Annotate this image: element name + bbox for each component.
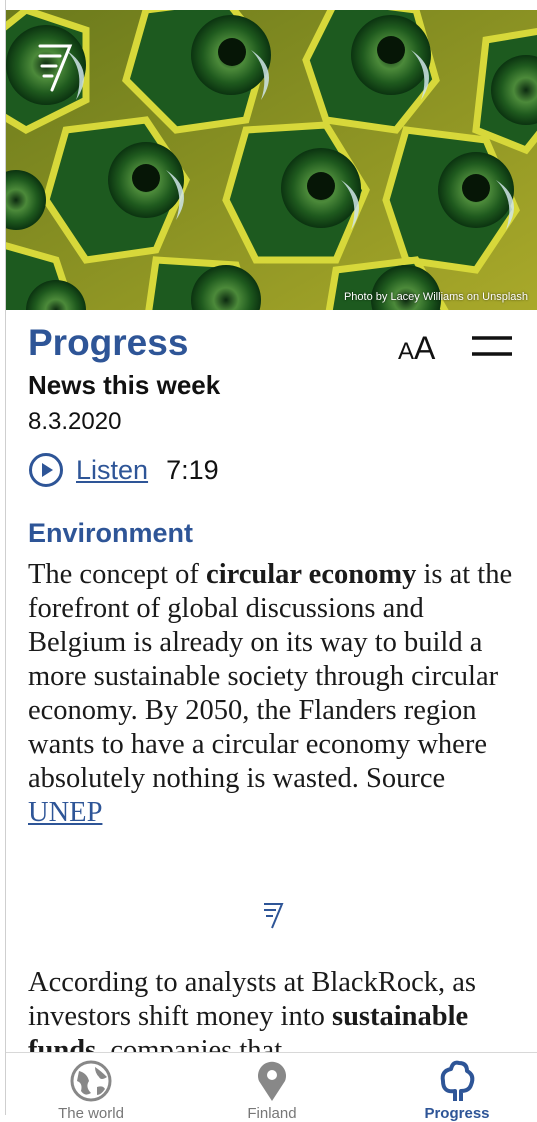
date: 8.3.2020	[28, 408, 121, 436]
photo-credit: Photo by Lacey Williams on Unsplash	[344, 291, 528, 303]
paragraph: The concept of circular economy is at th…	[28, 558, 520, 830]
bold-text: circular economy	[206, 559, 416, 590]
play-icon[interactable]	[28, 452, 64, 488]
tab-bar: The world Finland Progress	[6, 1052, 537, 1116]
hero-image: Photo by Lacey Williams on Unsplash	[6, 10, 537, 310]
subtitle: News this week	[28, 370, 220, 401]
duration: 7:19	[166, 455, 219, 486]
tab-label: Finland	[197, 1105, 347, 1122]
globe-icon	[69, 1059, 113, 1103]
topic: Environment	[28, 518, 193, 549]
tab-label: Progress	[382, 1105, 532, 1122]
menu-button[interactable]	[470, 334, 514, 358]
pin-icon	[250, 1059, 294, 1103]
section-title: Progress	[28, 322, 188, 364]
tab-label: The world	[16, 1105, 166, 1122]
app-screen: Photo by Lacey Williams on Unsplash Prog…	[0, 0, 537, 1115]
font-size-button[interactable]: AA	[398, 330, 435, 367]
divider-logo	[260, 900, 286, 930]
font-small: A	[398, 338, 414, 365]
tab[interactable]: Finland	[197, 1053, 347, 1122]
listen-row: Listen 7:19	[28, 452, 219, 488]
text: is at the forefront of global discussion…	[28, 559, 512, 794]
source-link[interactable]: UNEP	[28, 797, 102, 828]
page: Progress {"header": {"photo_credit": "Ph…	[0, 0, 537, 1115]
listen-link[interactable]: Listen	[76, 455, 148, 486]
tab[interactable]: The world	[16, 1053, 166, 1122]
hero-photo	[6, 10, 537, 310]
tab-active[interactable]: Progress	[382, 1053, 532, 1122]
font-large: A	[414, 330, 435, 366]
tree-icon	[435, 1059, 479, 1103]
text: The concept of	[28, 559, 206, 590]
